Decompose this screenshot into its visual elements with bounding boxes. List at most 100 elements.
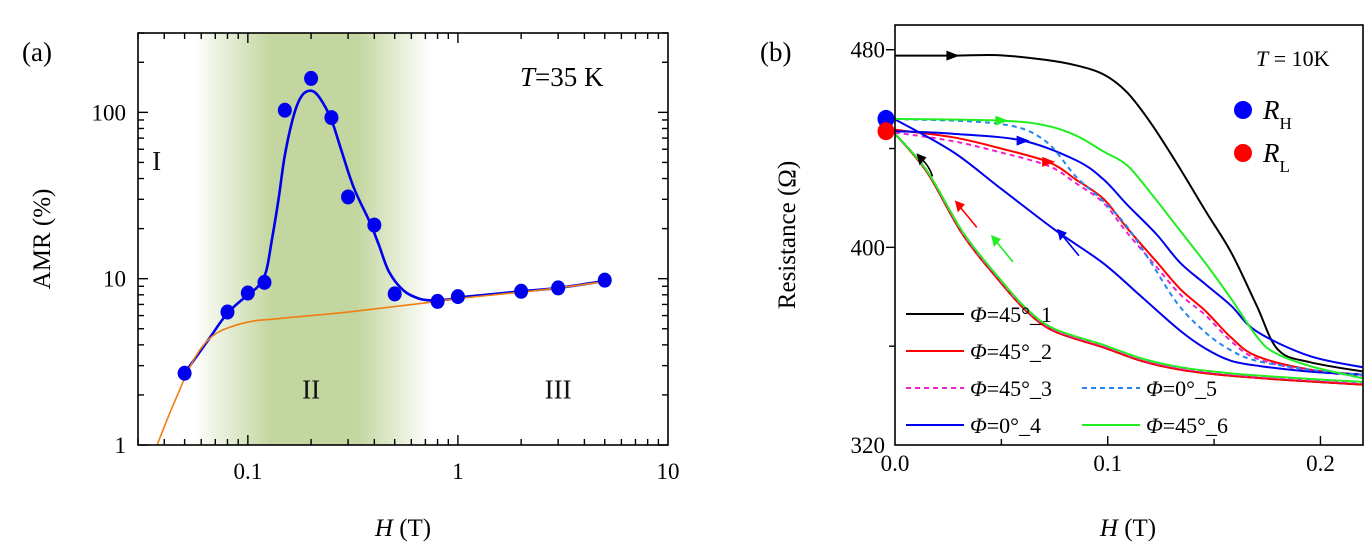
region-label-iii: III (545, 375, 572, 405)
marker-legend-dot (1234, 144, 1252, 162)
amr-data-point (304, 70, 319, 86)
legend-value: =45°_3 (987, 376, 1052, 401)
legend-label: Φ=0°_4 (970, 413, 1041, 438)
return-arrow-head (1056, 228, 1067, 241)
y-tick-label-a: 1 (115, 433, 127, 458)
marker-symbol: R (1262, 95, 1280, 125)
plot-frame-b (894, 24, 1364, 446)
region-label-ii: II (302, 375, 320, 405)
state-markers (877, 109, 895, 141)
return-arrow-shaft (1060, 233, 1080, 257)
series-legend: Φ=45°_1Φ=45°_2Φ=45°_3Φ=0°_4Φ=0°_5Φ=45°_6 (906, 302, 1228, 438)
panel-label-a: (a) (22, 37, 52, 67)
legend-phi: Φ (970, 339, 987, 364)
amr-data-point (514, 283, 529, 299)
amr-data-point (450, 289, 465, 305)
annot-a-rest: =35 K (535, 62, 604, 92)
x-tick-label-b: 0.2 (1306, 451, 1335, 476)
return-arrow-shaft (958, 204, 978, 228)
amr-data-point (430, 293, 445, 309)
amr-data-point (240, 285, 255, 301)
curve-45_6-return (895, 133, 1363, 383)
region-labels: III III (152, 146, 572, 405)
amr-data-point (277, 102, 292, 118)
legend-value: =45°_1 (987, 302, 1052, 327)
x-tick-label-b: 0.0 (881, 451, 910, 476)
amr-data-point (387, 286, 402, 302)
legend-phi: Φ (970, 376, 987, 401)
plot-frame-a (137, 32, 669, 446)
legend-label: Φ=45°_1 (970, 302, 1052, 327)
plot-area-b (895, 53, 1363, 386)
amr-data-point (551, 280, 566, 296)
y-tick-label-b: 480 (851, 38, 886, 63)
x-tick-label-a: 1 (452, 459, 464, 484)
x-axis-title-a-symbol: H (374, 515, 395, 542)
marker-r-h (877, 109, 895, 128)
curve-45_2-forward (895, 128, 1363, 376)
x-axis-title-b-symbol: H (1099, 515, 1120, 542)
curve-45_3-forward (895, 131, 1363, 377)
tick-labels-b: 0.0 0.1 0.2 320 400 480 (851, 38, 1335, 476)
y-axis-title-b: Resistance (Ω) (774, 161, 801, 309)
curve-0_4-return (895, 118, 1363, 376)
axis-ticks-b (886, 49, 1322, 445)
x-axis-title-b: H (T) (1099, 515, 1156, 542)
temperature-annotation-a: T=35 K (520, 62, 604, 92)
marker-legend-label: RL (1262, 138, 1290, 176)
marker-legend-dot (1234, 101, 1252, 119)
return-arrow-head (916, 153, 927, 166)
legend-phi: Φ (1146, 376, 1163, 401)
legend-value: =0°_5 (1163, 376, 1217, 401)
marker-subscript: L (1280, 157, 1290, 176)
legend-phi: Φ (970, 413, 987, 438)
amr-data-point (257, 274, 272, 290)
shaded-region-ii (138, 33, 668, 445)
x-axis-title-a-unit: (T) (393, 515, 431, 542)
curve-45_3-return (895, 133, 1363, 385)
marker-legend-label: RH (1262, 95, 1292, 133)
legend-value: =45°_6 (1163, 413, 1228, 438)
amr-data-point (177, 365, 192, 381)
curve-45_2-return (895, 133, 1363, 386)
amr-data-point (324, 110, 339, 126)
amr-data-point (341, 189, 356, 205)
x-axis-title-b-unit: (T) (1118, 515, 1156, 542)
annot-b-rest: = 10K (1268, 46, 1329, 71)
marker-subscript: H (1280, 114, 1292, 133)
forward-arrow (995, 115, 1009, 126)
forward-arrow (946, 50, 960, 61)
return-arrow-shaft (994, 239, 1014, 263)
x-axis-title-a: H (T) (374, 515, 431, 542)
x-tick-label-b: 0.1 (1093, 451, 1122, 476)
amr-data-point (367, 217, 382, 233)
marker-symbol: R (1262, 138, 1280, 168)
curve-45_6-forward (895, 117, 1363, 380)
data-points-a (177, 70, 612, 381)
y-tick-label-b: 320 (851, 433, 886, 458)
y-tick-label-a: 10 (103, 267, 126, 292)
legend-value: =45°_2 (987, 339, 1052, 364)
marker-r-l (877, 122, 895, 141)
y-axis-title-a: AMR (%) (29, 189, 56, 290)
legend-label: Φ=45°_2 (970, 339, 1052, 364)
curve-45_1-return (895, 133, 1363, 386)
forward-arrow (1016, 135, 1030, 146)
legend-label: Φ=45°_3 (970, 376, 1052, 401)
region-label-i: I (152, 146, 161, 176)
amr-data-point (597, 272, 612, 288)
panel-label-b: (b) (760, 37, 791, 67)
legend-label: Φ=45°_6 (1146, 413, 1228, 438)
x-tick-label-a: 10 (657, 459, 680, 484)
return-arrow-head (990, 234, 1001, 247)
legend-phi: Φ (970, 302, 987, 327)
legend-label: Φ=0°_5 (1146, 376, 1217, 401)
y-tick-label-b: 400 (851, 235, 886, 260)
temperature-annotation-b: T = 10K (1256, 46, 1330, 71)
amr-data-point (220, 304, 235, 320)
forward-arrow (1042, 156, 1056, 167)
